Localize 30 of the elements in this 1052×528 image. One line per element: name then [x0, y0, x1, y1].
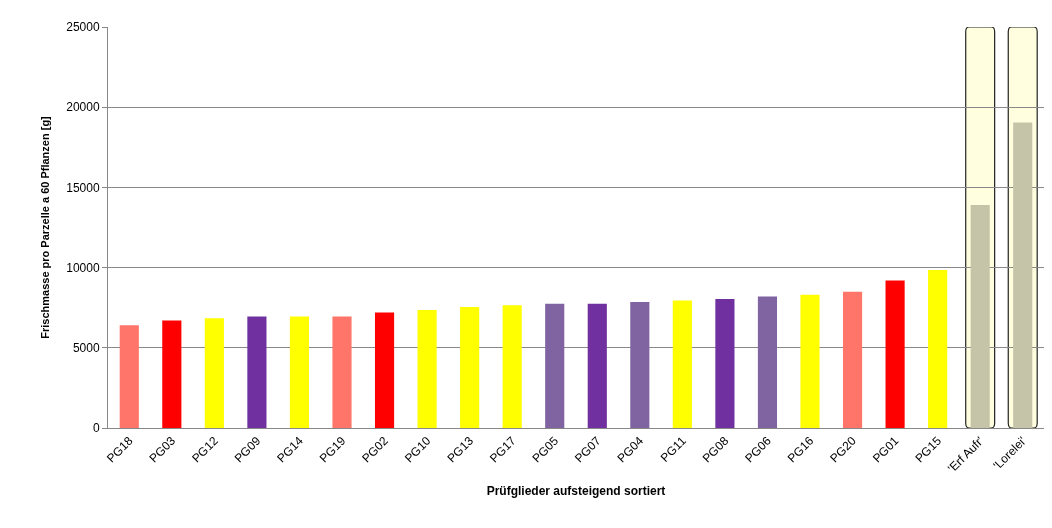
- bar: [885, 280, 905, 428]
- bar: [545, 303, 565, 428]
- bar: [289, 316, 310, 428]
- bar: [715, 298, 735, 428]
- bar: [332, 316, 352, 428]
- bar: [204, 318, 224, 428]
- y-tick-label: 10000: [66, 260, 100, 275]
- bar: [842, 291, 863, 428]
- bar: [374, 312, 395, 428]
- bar: [630, 302, 650, 428]
- x-axis-title: Prüfglieder aufsteigend sortiert: [486, 484, 666, 499]
- bar: [800, 294, 820, 428]
- y-tick-label: 25000: [66, 20, 100, 35]
- y-tick-label: 15000: [66, 180, 100, 195]
- bar: [502, 305, 522, 428]
- y-tick-label: 0: [92, 421, 100, 436]
- bar: [757, 296, 778, 428]
- bar: [247, 316, 267, 428]
- bar: [672, 300, 692, 428]
- bar: [928, 270, 948, 428]
- bar: [417, 310, 437, 428]
- bar: [460, 306, 480, 428]
- bar: [162, 320, 182, 428]
- y-axis-title: Frischmasse pro Parzelle a 60 Pflanzen [g]: [38, 115, 51, 339]
- bar: [1013, 122, 1033, 428]
- bar: [119, 325, 139, 428]
- y-tick-label: 5000: [72, 341, 100, 355]
- bar: [587, 303, 607, 428]
- y-tick-label: 20000: [66, 100, 100, 115]
- bar: [970, 205, 990, 428]
